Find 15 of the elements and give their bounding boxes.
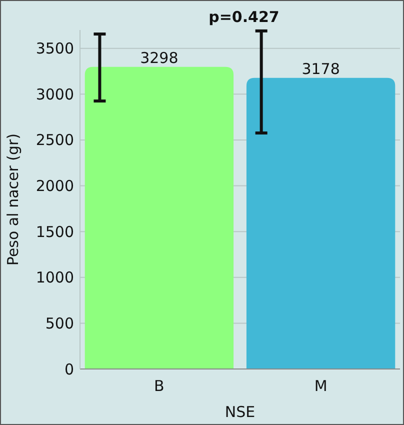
- y-tick-label: 3500: [36, 40, 74, 58]
- y-tick-label: 0: [64, 360, 74, 378]
- y-tick-label: 3000: [36, 85, 74, 104]
- x-tick-label: B: [154, 377, 164, 395]
- y-axis-title: Peso al nacer (gr): [4, 133, 22, 266]
- y-tick-label: 2500: [36, 131, 74, 150]
- y-tick-label: 1000: [36, 268, 74, 287]
- y-tick-label: 500: [45, 314, 74, 332]
- chart-title: p=0.427: [208, 8, 280, 26]
- x-tick-label: M: [314, 377, 328, 395]
- x-axis-title: NSE: [224, 403, 256, 421]
- y-tick-label: 1500: [36, 222, 74, 241]
- y-tick-label: 2000: [36, 177, 74, 196]
- data-label: 3178: [302, 60, 340, 78]
- data-label: 3298: [140, 48, 178, 67]
